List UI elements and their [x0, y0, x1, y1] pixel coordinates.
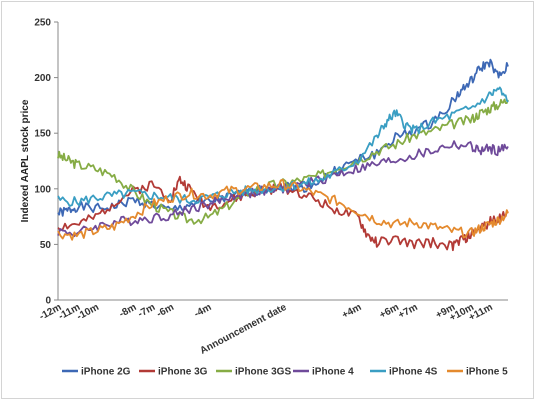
y-tick-label: 50: [40, 240, 52, 251]
y-tick-label: 200: [34, 73, 51, 84]
legend-label: iPhone 2G: [81, 367, 131, 378]
x-tick-label: -10m: [75, 302, 101, 323]
series-line-iphone-5: [57, 178, 509, 241]
x-tick-label: +4m: [340, 302, 363, 321]
y-axis-title: Indexed AAPL stock price: [20, 99, 31, 222]
series-line-iphone-2g: [57, 58, 509, 217]
y-tick-label: 100: [34, 184, 51, 195]
y-tick-label: 250: [34, 18, 51, 29]
series-line-iphone-4s: [57, 86, 509, 207]
y-tick-label: 0: [45, 296, 51, 307]
x-tick-label: +7m: [397, 302, 420, 321]
x-tick-label: -6m: [155, 302, 176, 320]
legend-label: iPhone 5: [466, 367, 508, 378]
legend-label: iPhone 4: [312, 367, 354, 378]
x-tick-label: -7m: [136, 302, 157, 320]
legend-label: iPhone 3G: [158, 367, 208, 378]
legend: iPhone 2G iPhone 3G iPhone 3GS iPhone 4 iPho…: [62, 367, 508, 378]
series-line-iphone-4: [57, 140, 509, 238]
legend-label: iPhone 4S: [389, 367, 438, 378]
y-tick-label: 150: [34, 129, 51, 140]
x-tick-label: -8m: [118, 302, 139, 320]
x-tick-label: -4m: [193, 302, 214, 320]
series-lines: [57, 58, 509, 252]
series-line-iphone-3gs: [57, 98, 509, 225]
legend-label: iPhone 3GS: [235, 367, 291, 378]
